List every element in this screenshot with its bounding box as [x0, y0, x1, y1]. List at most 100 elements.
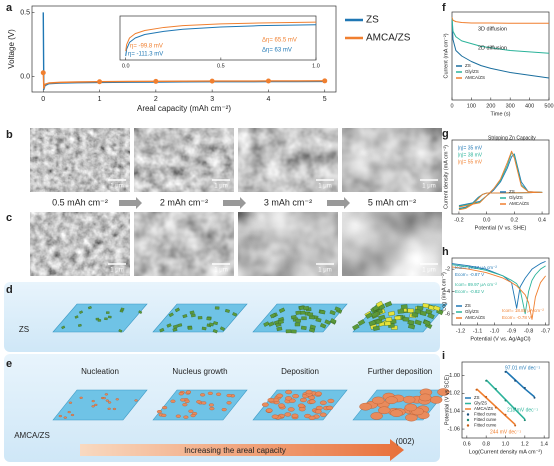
data-point [504, 370, 507, 373]
y-tick-label: 0.5 [20, 9, 30, 16]
zinc-plate [314, 409, 322, 414]
zinc-flake [285, 329, 292, 334]
zinc-plate [63, 416, 67, 419]
y-tick-label: -1.02 [447, 391, 460, 397]
zinc-plate [216, 392, 222, 396]
data-marker [97, 79, 103, 85]
zinc-flake [414, 319, 422, 326]
zinc-flake [95, 317, 100, 321]
zinc-plate [292, 394, 300, 399]
annotation: |η|= 35 mV [458, 145, 483, 151]
capacity-arrow [80, 439, 404, 461]
legend-label: Gly/ZS [474, 401, 487, 406]
zinc-flake [402, 317, 410, 322]
x-tick-label: -1.1 [473, 328, 482, 334]
legend-symbol [466, 424, 470, 427]
series-line [42, 72, 325, 89]
data-marker [153, 78, 159, 84]
zinc-flake [277, 319, 284, 325]
data-point [514, 424, 517, 427]
zinc-flake [166, 323, 172, 328]
sem-caption: 0.5 mAh cm⁻² [52, 197, 108, 207]
zinc-flake [172, 324, 178, 329]
facet-label: (002) [396, 437, 415, 446]
zinc-plate [319, 412, 327, 417]
x-tick-label: 0.0 [122, 63, 130, 69]
zinc-flake [385, 317, 393, 323]
panel-label: h [442, 246, 449, 258]
x-tick-label: 0 [450, 103, 453, 109]
zinc-flake [422, 303, 430, 309]
zinc-flake [225, 308, 230, 313]
zinc-flake [295, 310, 302, 315]
y-axis-label: Voltage (V) [7, 29, 16, 69]
zinc-plate [170, 399, 176, 403]
y-tick-label: -1.04 [447, 409, 460, 415]
zinc-flake [212, 329, 218, 334]
sem-image [238, 212, 338, 276]
annotation: 244 mV dec⁻¹ [490, 429, 521, 435]
series-line [504, 370, 536, 398]
data-point [514, 379, 517, 382]
zinc-flake [278, 307, 286, 314]
x-tick-label: 300 [506, 103, 515, 109]
zinc-flake [423, 319, 431, 326]
scale-bar-label: 1 μm [422, 184, 435, 190]
x-tick-label: -1.2 [456, 328, 465, 334]
caption-arrow [327, 197, 350, 209]
x-tick-label: -0.7 [541, 328, 550, 334]
zinc-plate [79, 396, 83, 399]
zinc-plate [299, 397, 307, 403]
y-axis-label: Current density (mA cm⁻²) [443, 145, 449, 209]
zinc-plate [297, 403, 305, 408]
annotation: Icorr= 18.85 μA cm⁻² [502, 308, 544, 313]
zinc-plate [298, 407, 306, 412]
series-line [451, 266, 546, 320]
zinc-plate [378, 406, 391, 415]
zinc-flake [371, 311, 379, 318]
data-point [475, 388, 478, 391]
series-line [451, 17, 550, 54]
plot-frame [31, 5, 337, 93]
zinc-flake [168, 312, 174, 318]
zinc-flake [232, 312, 238, 317]
zinc-flake [276, 326, 283, 332]
zinc-plate [261, 402, 269, 407]
zinc-flake [329, 310, 336, 316]
data-point [523, 419, 526, 422]
zinc-flake [118, 329, 123, 333]
zinc-flake [330, 318, 337, 324]
panel-label: a [6, 2, 13, 14]
y-axis-label: Log (i/mA cm⁻²) [441, 272, 447, 311]
data-marker [265, 78, 271, 84]
x-tick-label: 5 [323, 96, 327, 103]
zinc-plate [207, 391, 213, 395]
zinc-flake [384, 301, 393, 308]
zinc-flake [319, 309, 326, 315]
sem-image [238, 128, 338, 192]
legend-label: ZS [465, 303, 471, 308]
y-tick-label: -6 [445, 311, 450, 317]
data-marker [40, 70, 46, 76]
legend-label: Gly/ZS [509, 195, 523, 200]
sem-image [134, 212, 234, 276]
zinc-plate [372, 396, 385, 405]
zinc-plate [190, 413, 196, 418]
annotation: Δη= 63 mV [262, 48, 292, 54]
zinc-plate [385, 396, 398, 404]
x-tick-label: 4 [266, 96, 270, 103]
scale-bar-label: 1 μm [214, 184, 227, 190]
zinc-flake [388, 310, 396, 317]
zinc-plate [178, 392, 184, 396]
legend-label: Gly/ZS [465, 309, 479, 314]
zinc-plate [370, 412, 383, 420]
y-tick-label: -2 [445, 267, 450, 273]
legend-label: AMCA/ZS [474, 406, 493, 411]
zinc-flake [61, 325, 66, 330]
x-tick-label: 3 [210, 96, 214, 103]
zinc-flake [187, 326, 193, 330]
zinc-plate [105, 399, 110, 402]
scale-bar-label: 1 μm [110, 184, 123, 190]
